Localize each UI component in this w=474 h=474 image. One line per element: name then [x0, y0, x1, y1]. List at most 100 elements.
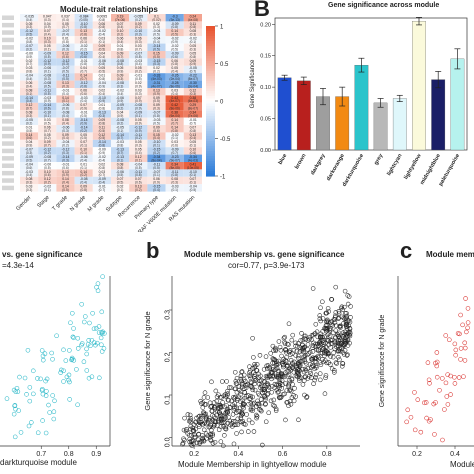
scatter-point	[336, 348, 341, 353]
heatmap-cell-value: 0.02	[153, 22, 160, 26]
scatter-point	[49, 350, 54, 356]
heatmap-cell	[20, 110, 39, 118]
scatter-point	[321, 359, 326, 365]
scatter-point	[201, 395, 207, 400]
scatter-point	[39, 348, 45, 353]
heatmap-cell-pvalue: (0.3)	[153, 107, 160, 111]
heatmap-cell-pvalue: (0.8)	[117, 144, 124, 148]
heatmap-cell-value: 0.09	[117, 51, 124, 55]
heatmap-cell	[38, 28, 57, 37]
heatmap-cell	[111, 73, 130, 81]
heatmap-cell	[111, 102, 130, 111]
scatter-point	[336, 316, 341, 322]
heatmap-cell	[147, 147, 166, 155]
heatmap-cell	[129, 132, 148, 140]
bar-panel: B Gene significance across module 0.00 0.…	[240, 0, 474, 232]
scatter-right-ylabel: Gene significance for N grade	[379, 315, 386, 408]
heatmap-cell	[92, 95, 111, 103]
heatmap-cell-value: -0.07	[134, 51, 142, 55]
heatmap-cell-pvalue: (0.3)	[44, 18, 51, 22]
heatmap-cell-value: -0.06	[62, 125, 70, 129]
heatmap-cell-pvalue: (0.2)	[44, 151, 51, 155]
scatter-point	[75, 346, 81, 351]
scatter-point	[305, 342, 311, 347]
scatter-point	[197, 441, 202, 446]
heatmap-cell-pvalue: (0.5)	[44, 121, 51, 125]
heatmap-cell	[74, 154, 93, 162]
heatmap-cell-pvalue: (0.1)	[117, 129, 124, 133]
heatmap-cell-value: -0.28	[171, 81, 179, 85]
colorbar-segment	[206, 88, 215, 92]
heatmap-cell-value: 0.34	[190, 111, 197, 115]
heatmap-cell-value: -0.08	[43, 81, 51, 85]
heatmap-cell-value: 0.05	[44, 133, 51, 137]
heatmap-cell-value: 0.05	[135, 66, 142, 70]
scatter-point	[277, 344, 283, 350]
heatmap-cell-pvalue: (0.9)	[44, 99, 51, 103]
heatmap-cell-pvalue: (0.7)	[26, 62, 33, 66]
scatter-point	[240, 418, 245, 424]
heatmap-cell-value: 0.08	[26, 111, 33, 115]
scatter-point	[223, 411, 228, 416]
heatmap-cell	[74, 28, 93, 37]
scatter-point	[232, 419, 238, 424]
heatmap-cell	[38, 169, 57, 177]
heatmap-cell-value: -0.14	[98, 140, 106, 144]
scatter-point	[232, 401, 237, 406]
scatter-point	[311, 363, 316, 369]
heatmap-cell	[74, 14, 93, 22]
scatter-point	[71, 358, 77, 363]
heatmap-cell-pvalue: (0.3)	[153, 25, 160, 29]
scatter-point	[95, 288, 101, 293]
heatmap-cell	[38, 43, 57, 51]
heatmap-cell-pvalue: (0.8)	[80, 33, 87, 37]
heatmap-cell-value: 0.04	[99, 51, 106, 55]
colorbar-segment	[206, 28, 215, 32]
heatmap-title: Module-trait relationships	[60, 5, 158, 14]
heatmap-cell	[183, 80, 202, 88]
scatter-point	[335, 332, 341, 338]
heatmap-cell-pvalue: (0.2)	[153, 151, 160, 155]
heatmap-cell-pvalue: (0.9)	[99, 99, 106, 103]
colorbar-segment	[206, 168, 215, 172]
colorbar-segment	[206, 128, 215, 132]
scatter-point	[296, 417, 301, 423]
heatmap-cell-value: 0.07	[44, 29, 51, 33]
heatmap-row-label	[2, 96, 14, 102]
heatmap-cell-value: 0.05	[135, 140, 142, 144]
scatter-point	[298, 359, 304, 364]
heatmap-cell	[111, 80, 130, 88]
scatter-point	[50, 356, 55, 362]
scatter-point	[431, 401, 437, 407]
heatmap-cell-value: 0.12	[44, 177, 51, 181]
scatter-point	[312, 355, 317, 361]
heatmap-cell	[111, 154, 130, 162]
scatter-point	[276, 358, 282, 364]
scatter-point	[320, 357, 325, 362]
heatmap-cell	[20, 21, 39, 29]
scatter-point	[254, 362, 260, 367]
heatmap-cell-pvalue: (0.9)	[80, 121, 87, 125]
colorbar-segment	[206, 78, 215, 82]
heatmap-cell	[183, 162, 202, 170]
scatter-point	[286, 369, 291, 374]
scatter-point	[440, 376, 445, 381]
scatter-point	[196, 432, 201, 437]
heatmap-cell	[92, 58, 111, 66]
heatmap-cell	[74, 117, 93, 125]
scatter-point	[205, 395, 211, 400]
heatmap-row-label	[2, 119, 14, 124]
heatmap-cell	[38, 88, 57, 96]
scatter-point	[309, 375, 314, 380]
heatmap-cell	[165, 184, 184, 192]
scatter-point	[283, 417, 288, 423]
bar	[412, 20, 426, 151]
heatmap-cell	[20, 43, 39, 51]
colorbar-segment	[206, 136, 215, 140]
heatmap-cell	[111, 139, 130, 148]
colorbar-segment	[206, 36, 215, 40]
heatmap-cell	[20, 73, 39, 81]
scatter-point	[193, 419, 198, 425]
scatter-point	[344, 339, 349, 344]
heatmap-cell-value: -0.04	[98, 81, 106, 85]
